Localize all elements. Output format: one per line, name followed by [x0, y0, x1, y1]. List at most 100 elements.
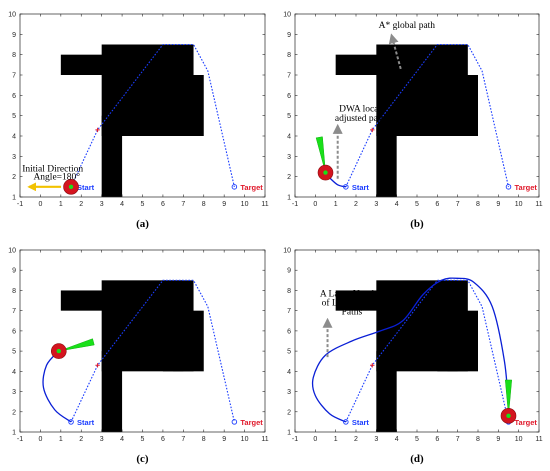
annotation-detour-label-1: A Large Number — [320, 290, 385, 300]
annotation-dwa-label-2: adjusted path — [335, 114, 386, 124]
x-tick-label: 2 — [354, 201, 358, 208]
x-tick-label: 6 — [161, 201, 165, 208]
x-tick-label: 5 — [141, 201, 145, 208]
x-tick-label: 7 — [181, 436, 185, 443]
obstacle — [101, 115, 123, 197]
y-tick-label: 2 — [287, 409, 291, 416]
robot-center — [56, 348, 61, 354]
robot-center — [68, 184, 74, 190]
annotation-initial-direction: Initial Direction — [22, 165, 83, 175]
y-tick-label: 3 — [12, 389, 16, 396]
y-tick-label: 4 — [287, 134, 291, 141]
obstacle — [60, 54, 143, 75]
x-tick-label: -1 — [292, 201, 298, 208]
target-label: Target — [240, 418, 263, 427]
annotation-detour-label-2: of Local Detour — [322, 298, 384, 309]
robot-center — [323, 170, 328, 175]
start-label: Start — [77, 183, 95, 192]
global-path-line — [345, 43, 510, 188]
x-tick-label: 11 — [535, 201, 542, 208]
x-tick-label: 1 — [334, 436, 338, 443]
x-tick-label: 11 — [535, 436, 542, 443]
panel-b: Start Target A* global path DWA localadjust… — [283, 12, 543, 231]
x-tick-label: 8 — [476, 201, 480, 208]
x-tick-label: 6 — [435, 436, 439, 443]
y-tick-label: 1 — [287, 430, 291, 437]
y-tick-label: 6 — [12, 93, 16, 100]
heading-cone — [315, 136, 326, 173]
panel-caption: (a) — [136, 218, 149, 230]
x-tick-label: 11 — [261, 436, 268, 443]
y-tick-label: 5 — [287, 113, 291, 120]
start-marker — [343, 419, 349, 425]
x-tick-label: 8 — [202, 201, 206, 208]
y-tick-label: 8 — [12, 52, 16, 59]
start-label: Start — [77, 418, 95, 427]
y-tick-label: 10 — [8, 12, 16, 19]
y-tick-label: 2 — [287, 174, 291, 181]
global-path-arrow — [388, 33, 402, 70]
start-label: Start — [352, 183, 370, 192]
x-tick-label: 1 — [59, 436, 63, 443]
y-tick-label: 3 — [287, 154, 291, 161]
panel-caption: (c) — [136, 453, 149, 465]
y-tick-label: 10 — [8, 248, 16, 255]
x-tick-label: 9 — [222, 436, 226, 443]
x-tick-label: 0 — [313, 201, 317, 208]
heading-cone — [504, 379, 513, 416]
panel-caption: (d) — [410, 453, 424, 465]
annotation-detour-label-3: Paths — [342, 308, 363, 318]
global-path-line — [70, 279, 235, 423]
x-tick-label: -1 — [292, 436, 298, 443]
start-marker — [343, 184, 349, 190]
y-tick-label: 10 — [283, 248, 291, 255]
x-tick-label: 7 — [456, 201, 460, 208]
y-tick-label: 1 — [12, 430, 16, 437]
waypoint-marker — [370, 127, 375, 133]
x-tick-label: 10 — [241, 436, 249, 443]
x-tick-label: 0 — [313, 436, 317, 443]
target-label: Target — [515, 418, 538, 427]
x-tick-label: 6 — [161, 436, 165, 443]
x-tick-label: 9 — [222, 201, 226, 208]
x-tick-label: 5 — [415, 436, 419, 443]
y-tick-label: 7 — [12, 73, 16, 80]
target-marker — [231, 419, 238, 425]
x-tick-label: 10 — [515, 436, 523, 443]
waypoint-marker — [370, 363, 375, 368]
target-label: Target — [240, 183, 263, 192]
x-tick-label: 3 — [100, 201, 104, 208]
y-tick-label: 7 — [287, 308, 291, 315]
obstacle — [173, 75, 204, 136]
x-tick-label: 4 — [120, 201, 124, 208]
global-path-line — [345, 279, 510, 423]
x-tick-label: 7 — [456, 436, 460, 443]
x-tick-label: 8 — [476, 436, 480, 443]
y-tick-label: 4 — [12, 134, 16, 141]
target-marker — [505, 184, 512, 190]
x-tick-label: 5 — [141, 436, 145, 443]
y-tick-label: 6 — [287, 93, 291, 100]
obstacle — [60, 290, 143, 311]
obstacle — [447, 310, 478, 372]
target-label: Target — [515, 183, 538, 192]
y-tick-label: 4 — [12, 369, 16, 376]
local-path-line — [311, 277, 510, 423]
target-marker — [231, 184, 238, 190]
obstacle — [101, 351, 123, 432]
y-tick-label: 7 — [12, 308, 16, 315]
y-tick-label: 8 — [12, 288, 16, 295]
x-tick-label: 7 — [181, 201, 185, 208]
y-tick-label: 9 — [12, 268, 16, 275]
x-tick-label: 3 — [374, 436, 378, 443]
annotation-angle: Angle=180° — [33, 172, 80, 183]
obstacle — [173, 310, 204, 372]
robot-center — [506, 413, 511, 419]
x-tick-label: 8 — [202, 436, 206, 443]
x-tick-label: 4 — [395, 201, 399, 208]
x-tick-label: 10 — [515, 201, 523, 208]
x-tick-label: 9 — [496, 201, 500, 208]
